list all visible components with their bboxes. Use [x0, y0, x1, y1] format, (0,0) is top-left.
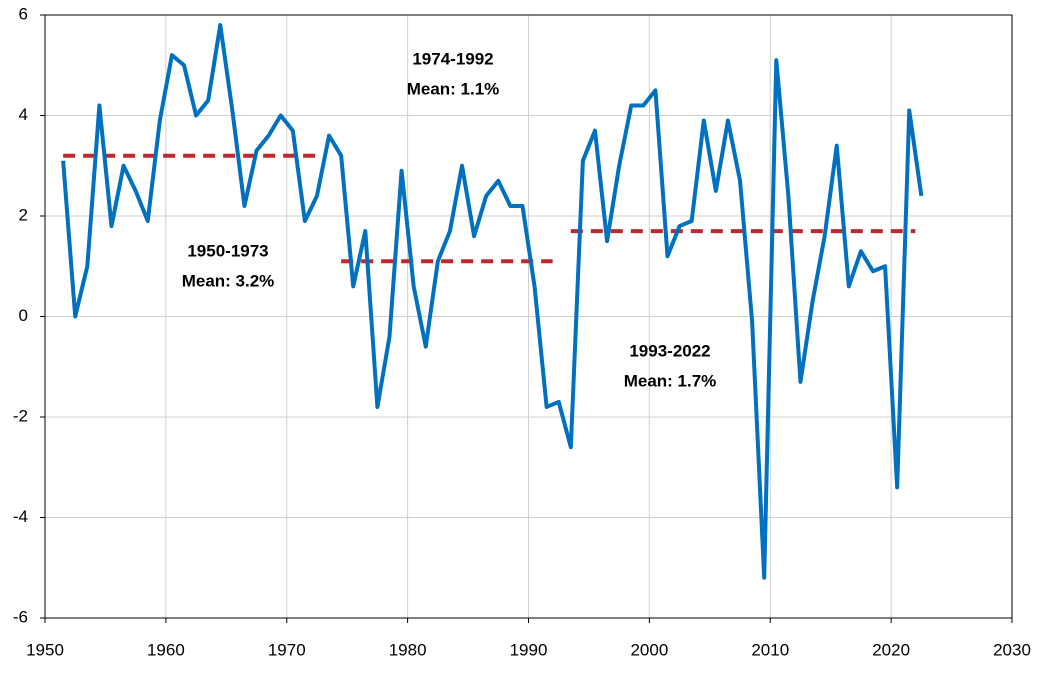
data-line [61, 23, 924, 580]
x-tick-label: 1990 [510, 640, 548, 659]
y-tick-label: 6 [19, 4, 28, 23]
x-tick-label: 2000 [630, 640, 668, 659]
period-label: 1993-2022 [629, 341, 710, 360]
y-tick-label: 0 [19, 306, 28, 325]
y-tick-label: -6 [13, 607, 28, 626]
x-tick-label: 1960 [147, 640, 185, 659]
x-tick-label: 1970 [268, 640, 306, 659]
y-tick-label: -4 [13, 507, 28, 526]
x-tick-label: 1980 [389, 640, 427, 659]
y-tick-label: -2 [13, 406, 28, 425]
x-tick-label: 2010 [751, 640, 789, 659]
mean-label: Mean: 3.2% [182, 271, 275, 290]
period-label: 1950-1973 [187, 241, 268, 260]
y-tick-label: 4 [19, 105, 28, 124]
y-tick-label: 2 [19, 205, 28, 224]
x-tick-label: 1950 [26, 640, 64, 659]
mean-label: Mean: 1.1% [407, 79, 500, 98]
x-tick-label: 2020 [872, 640, 910, 659]
plot-frame [44, 14, 1013, 619]
mean-label: Mean: 1.7% [624, 371, 717, 390]
x-tick-label: 2030 [993, 640, 1031, 659]
period-label: 1974-1992 [412, 49, 493, 68]
